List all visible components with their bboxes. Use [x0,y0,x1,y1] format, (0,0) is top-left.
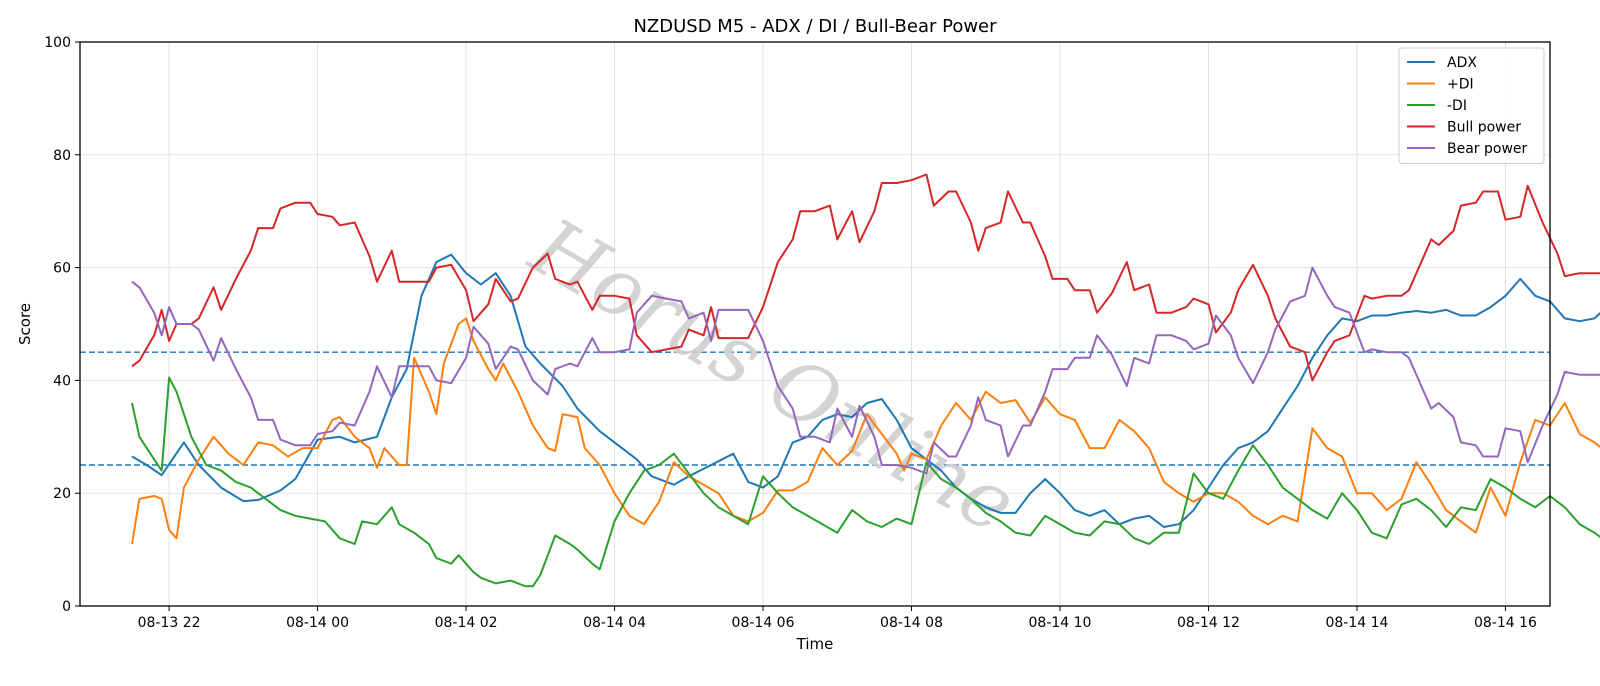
x-tick-label: 08-14 02 [435,615,498,631]
legend-box [1398,47,1545,164]
series-line-di [131,376,1600,588]
x-tick-label: 08-14 08 [880,615,943,631]
y-tick-label: 40 [53,373,71,389]
legend-label: -DI [1447,98,1467,114]
legend: ADX +DI -DI Bull power Bear power [1398,47,1545,164]
chart-title: NZDUSD M5 - ADX / DI / Bull-Bear Power [633,16,997,37]
y-tick-label: 60 [53,261,71,277]
x-tick-label: 08-14 16 [1474,615,1537,631]
x-tick-label: 08-14 10 [1029,615,1092,631]
x-tick-label: 08-14 04 [583,615,646,631]
series-line-adx [131,253,1600,528]
grid [80,41,1550,607]
legend-label: Bear power [1447,141,1528,157]
series-group [131,173,1600,588]
y-tick-label: 20 [53,486,71,502]
y-axis: 0 20 40 60 80 100 [44,35,80,615]
plot-frame [79,41,1551,607]
series-line-di [131,317,1600,545]
y-axis-label: Score [16,303,34,345]
x-tick-label: 08-14 06 [732,615,795,631]
legend-label: +DI [1447,77,1474,93]
series-line-bull-power [131,173,1600,382]
y-tick-label: 100 [44,35,71,51]
series-line-bear-power [131,266,1600,475]
y-tick-label: 80 [53,148,71,164]
legend-label: Bull power [1447,120,1521,136]
y-tick-label: 0 [62,599,71,615]
x-tick-label: 08-14 00 [286,615,349,631]
x-tick-label: 08-14 12 [1177,615,1240,631]
x-axis: 08-13 22 08-14 00 08-14 02 08-14 04 08-14 06… [138,606,1537,631]
x-axis-label: Time [796,635,834,653]
x-tick-label: 08-13 22 [138,615,201,631]
x-tick-label: 08-14 14 [1325,615,1388,631]
legend-label: ADX [1447,55,1477,71]
